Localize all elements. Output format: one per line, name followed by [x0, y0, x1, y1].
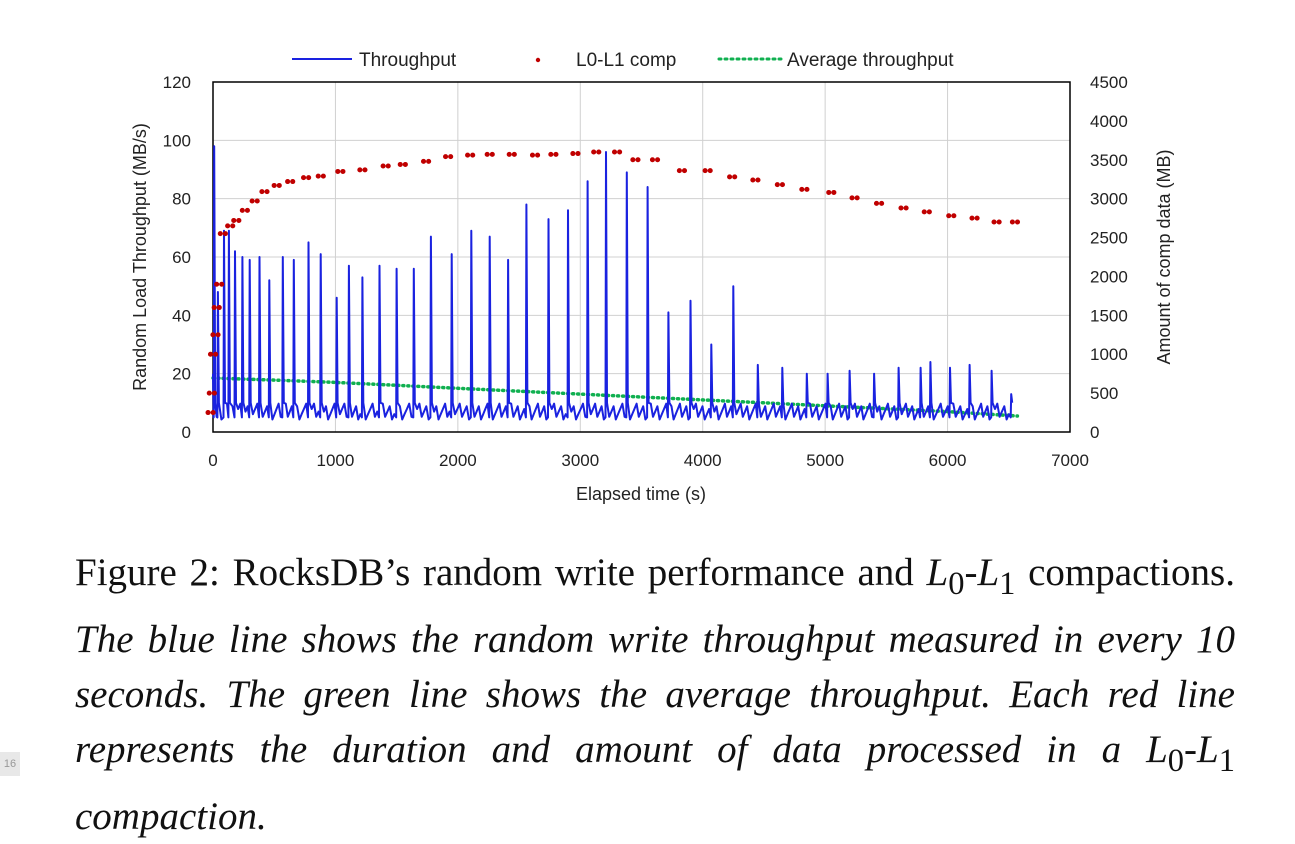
grid-lines: [213, 82, 1070, 432]
x-tick-label: 5000: [806, 451, 844, 470]
y-tick-label-left: 40: [172, 306, 191, 325]
legend: Throughput L0-L1 comp Average throughput: [292, 50, 954, 71]
x-axis-label: Elapsed time (s): [576, 484, 706, 504]
y-tick-label-right: 0: [1090, 423, 1099, 442]
y-tick-label-right: 1500: [1090, 306, 1128, 325]
y-axis-label-right: Amount of comp data (MB): [1154, 149, 1174, 364]
y-tick-label-right: 2500: [1090, 229, 1128, 248]
y-tick-label-right: 3000: [1090, 190, 1128, 209]
page-number: 16: [0, 752, 20, 776]
x-tick-label: 4000: [684, 451, 722, 470]
legend-label-l0-l1-comp: L0-L1 comp: [576, 50, 676, 71]
y-tick-label-right: 2000: [1090, 267, 1128, 286]
x-tick-label: 7000: [1051, 451, 1089, 470]
y-tick-label-left: 20: [172, 365, 191, 384]
y-tick-label-right: 4000: [1090, 112, 1128, 131]
y-tick-label-left: 80: [172, 190, 191, 209]
x-tick-label: 3000: [561, 451, 599, 470]
y-tick-label-left: 60: [172, 248, 191, 267]
throughput-line: [213, 146, 1012, 419]
y-tick-label-right: 3500: [1090, 151, 1128, 170]
x-tick-label: 6000: [929, 451, 967, 470]
legend-label-average-throughput: Average throughput: [787, 50, 954, 71]
figure-caption: Figure 2: RocksDB’s random write perform…: [75, 545, 1235, 844]
y-tick-label-right: 1000: [1090, 345, 1128, 364]
x-tick-label: 0: [208, 451, 217, 470]
legend-label-throughput: Throughput: [359, 50, 457, 71]
x-tick-label: 1000: [317, 451, 355, 470]
series-throughput: [213, 146, 1012, 419]
y-tick-label-left: 100: [163, 131, 191, 150]
y-tick-label-left: 0: [182, 423, 191, 442]
legend-swatch-l0-l1-comp: [536, 58, 540, 62]
y-tick-label-left: 120: [163, 73, 191, 92]
y-tick-label-right: 500: [1090, 384, 1118, 403]
x-tick-label: 2000: [439, 451, 477, 470]
y-tick-label-right: 4500: [1090, 73, 1128, 92]
y-axis-label-left: Random Load Throughput (MB/s): [130, 123, 150, 391]
